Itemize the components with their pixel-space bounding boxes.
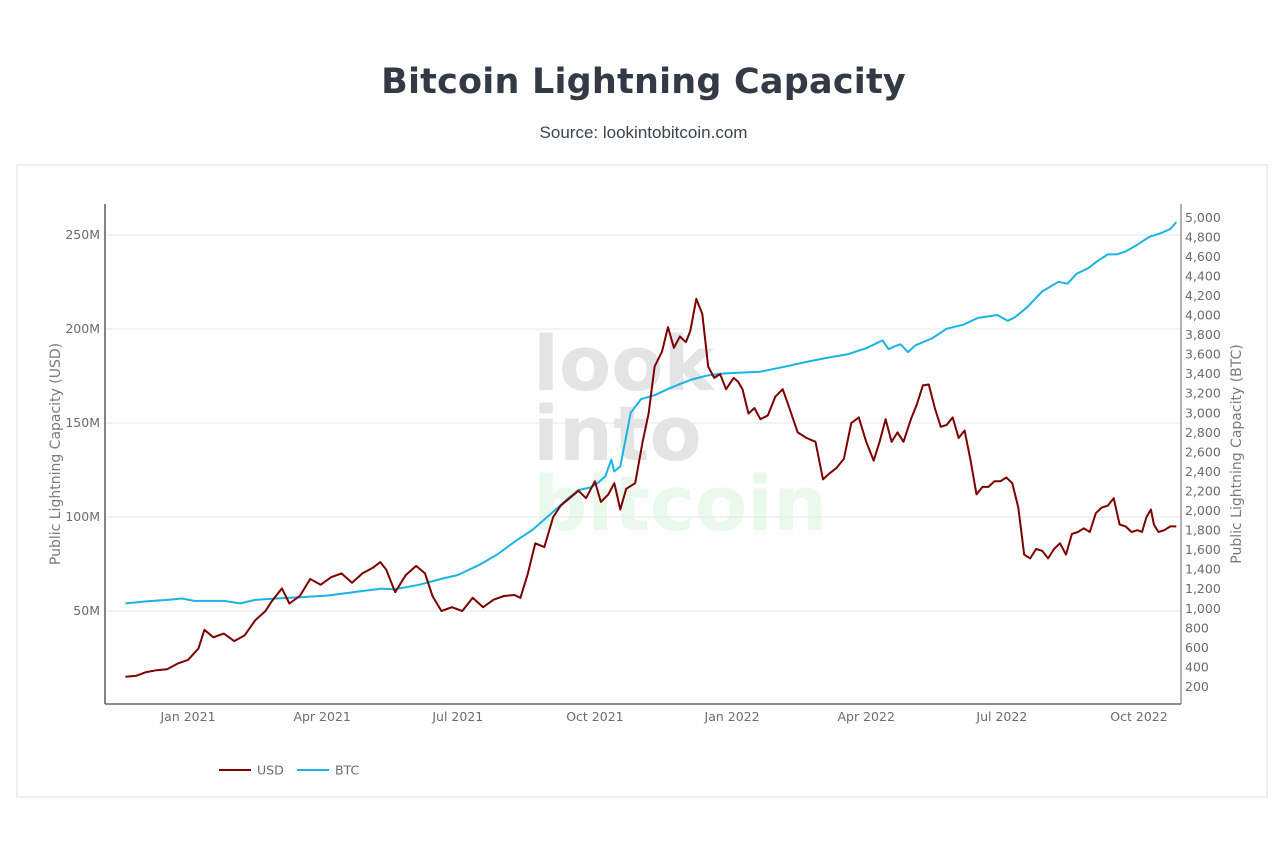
- y-axis-title: Public Lightning Capacity (USD): [48, 343, 64, 565]
- x-tick-label: Apr 2021: [293, 709, 350, 724]
- y2-tick-label: 400: [1185, 659, 1209, 674]
- y2-tick-label: 4,200: [1185, 288, 1221, 303]
- y-axis-ticks: 50M 100M 150M 200M 250M: [65, 227, 100, 618]
- y2-tick-label: 2,600: [1185, 444, 1221, 459]
- y-tick-label: 50M: [73, 603, 100, 618]
- x-tick-label: Jan 2022: [704, 709, 760, 724]
- x-tick-label: Jul 2022: [975, 709, 1027, 724]
- y2-axis-title: Public Lightning Capacity (BTC): [1229, 344, 1245, 563]
- y-tick-label: 200M: [65, 321, 100, 336]
- y2-tick-label: 3,800: [1185, 327, 1221, 342]
- y2-tick-label: 4,000: [1185, 308, 1221, 323]
- y2-tick-label: 2,800: [1185, 425, 1221, 440]
- y2-tick-label: 800: [1185, 620, 1209, 635]
- line-usd: [125, 297, 1177, 678]
- y2-tick-label: 3,600: [1185, 347, 1221, 362]
- x-tick-label: Oct 2021: [566, 709, 623, 724]
- x-axis-ticks: Jan 2021 Apr 2021 Jul 2021 Oct 2021 Jan 2022…: [159, 709, 1167, 724]
- y2-tick-label: 1,200: [1185, 581, 1221, 596]
- gridlines: [106, 234, 1181, 612]
- y2-tick-label: 2,000: [1185, 503, 1221, 518]
- series-usd: [125, 297, 1177, 678]
- legend-label: USD: [257, 763, 284, 778]
- y2-tick-label: 2,400: [1185, 464, 1221, 479]
- chart-title: Bitcoin Lightning Capacity: [381, 62, 906, 102]
- y2-tick-label: 5,000: [1185, 210, 1221, 225]
- y-tick-label: 100M: [65, 509, 100, 524]
- legend-label: BTC: [335, 763, 359, 778]
- series-lines: [125, 221, 1178, 678]
- series-btc: [125, 221, 1178, 605]
- y2-axis-ticks: 200 400 600 800 1,000 1,200 1,400 1,600 1,800 2,0…: [1185, 210, 1221, 694]
- y2-tick-label: 1,800: [1185, 523, 1221, 538]
- chart-subtitle: Source: lookintobitcoin.com: [539, 123, 748, 142]
- y2-tick-label: 3,400: [1185, 366, 1221, 381]
- y-tick-label: 250M: [65, 227, 100, 242]
- x-tick-label: Apr 2022: [838, 709, 895, 724]
- y2-tick-label: 1,400: [1185, 562, 1221, 577]
- y2-tick-label: 1,000: [1185, 601, 1221, 616]
- axes: [104, 204, 1182, 705]
- y2-tick-label: 600: [1185, 640, 1209, 655]
- watermark-into: into: [533, 389, 702, 478]
- y2-tick-label: 200: [1185, 679, 1209, 694]
- line-btc: [125, 221, 1178, 605]
- y2-tick-label: 4,800: [1185, 229, 1221, 244]
- watermark: look into bitcoin: [533, 319, 827, 548]
- y2-tick-label: 2,200: [1185, 483, 1221, 498]
- y2-tick-label: 4,400: [1185, 268, 1221, 283]
- legend-item-btc: BTC: [297, 763, 359, 778]
- x-tick-label: Jul 2021: [431, 709, 483, 724]
- chart-panel: [16, 164, 1268, 798]
- y2-tick-label: 1,600: [1185, 542, 1221, 557]
- x-tick-label: Jan 2021: [159, 709, 215, 724]
- y2-tick-label: 4,600: [1185, 249, 1221, 264]
- watermark-look: look: [533, 319, 715, 408]
- x-tick-label: Oct 2022: [1110, 709, 1167, 724]
- watermark-bitcoin: bitcoin: [533, 459, 827, 548]
- legend-item-usd: USD: [219, 763, 284, 778]
- legend: USD BTC: [219, 763, 359, 778]
- y-tick-label: 150M: [65, 415, 100, 430]
- y2-tick-label: 3,200: [1185, 386, 1221, 401]
- y2-tick-label: 3,000: [1185, 405, 1221, 420]
